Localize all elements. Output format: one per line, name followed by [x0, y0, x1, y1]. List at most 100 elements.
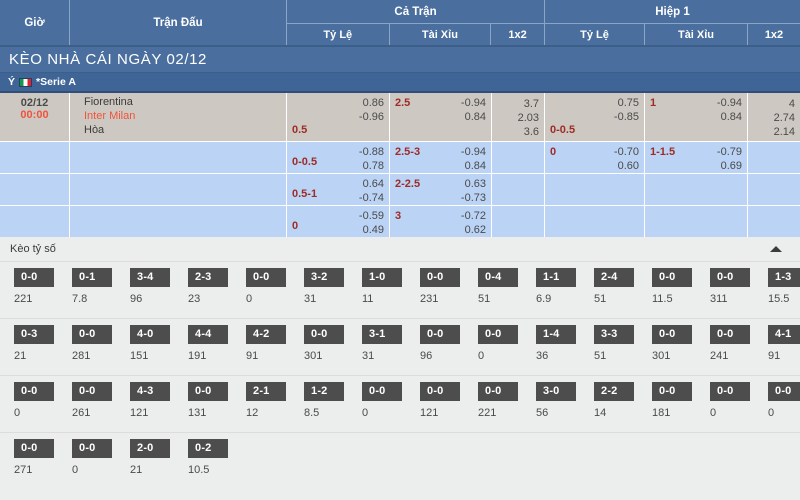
- h1-overunder-price-over[interactable]: -0.79: [716, 146, 742, 158]
- score-chip[interactable]: 2-1: [246, 382, 286, 401]
- h1-overunder-line[interactable]: 1: [650, 97, 657, 109]
- ft-1x2-draw[interactable]: 2.03: [517, 112, 539, 124]
- score-chip[interactable]: 2-3: [188, 268, 228, 287]
- ft-overunder-cell[interactable]: 2.5 -0.94 0.84: [390, 93, 492, 141]
- correct-score-cell[interactable]: 0-0 221: [0, 261, 58, 318]
- correct-score-cell[interactable]: 0-0 0: [232, 261, 290, 318]
- correct-score-cell[interactable]: 0-4 51: [464, 261, 522, 318]
- ft-overunder-price-under[interactable]: 0.62: [464, 224, 486, 236]
- league-header[interactable]: Ý *Serie A: [0, 73, 800, 93]
- h1-overunder-cell[interactable]: [645, 173, 748, 205]
- ft-handicap-line[interactable]: 0: [292, 220, 299, 232]
- score-chip[interactable]: 0-0: [14, 439, 54, 458]
- ft-handicap-price-home[interactable]: -0.88: [358, 146, 384, 158]
- correct-score-cell[interactable]: 0-0 131: [174, 375, 232, 432]
- score-chip[interactable]: 0-3: [14, 325, 54, 344]
- score-chip[interactable]: 3-4: [130, 268, 170, 287]
- correct-score-cell[interactable]: 4-3 121: [116, 375, 174, 432]
- correct-score-cell[interactable]: 2-0 21: [116, 432, 174, 489]
- ft-overunder-price-over[interactable]: 0.63: [464, 178, 486, 190]
- score-chip[interactable]: 0-0: [72, 382, 112, 401]
- score-chip[interactable]: 1-0: [362, 268, 402, 287]
- ft-handicap-cell[interactable]: 0-0.5 -0.88 0.78: [287, 141, 390, 173]
- ft-handicap-cell[interactable]: 0.5 0.86 -0.96: [287, 93, 390, 141]
- score-chip[interactable]: 2-4: [594, 268, 634, 287]
- score-chip[interactable]: 3-0: [536, 382, 576, 401]
- score-chip[interactable]: 3-1: [362, 325, 402, 344]
- correct-score-cell[interactable]: 1-4 36: [522, 318, 580, 375]
- correct-score-cell[interactable]: 1-2 8.5: [290, 375, 348, 432]
- correct-score-cell[interactable]: 0-0 271: [0, 432, 58, 489]
- correct-score-cell[interactable]: 0-0 221: [464, 375, 522, 432]
- correct-score-cell[interactable]: 0-2 10.5: [174, 432, 232, 489]
- score-chip[interactable]: 0-0: [652, 382, 692, 401]
- score-chip[interactable]: 0-0: [710, 325, 750, 344]
- h1-overunder-cell[interactable]: 1-1.5 -0.79 0.69: [645, 141, 748, 173]
- correct-score-cell[interactable]: 0-0 311: [696, 261, 754, 318]
- correct-score-cell[interactable]: 4-4 191: [174, 318, 232, 375]
- h1-handicap-price-home[interactable]: 0.75: [617, 97, 639, 109]
- ft-handicap-cell[interactable]: 0.5-1 0.64 -0.74: [287, 173, 390, 205]
- h1-handicap-price-home[interactable]: -0.70: [613, 146, 639, 158]
- ft-1x2-cell[interactable]: [492, 173, 545, 205]
- ft-overunder-price-over[interactable]: -0.94: [460, 97, 486, 109]
- ft-1x2-cell[interactable]: [492, 205, 545, 237]
- correct-score-cell[interactable]: 1-1 6.9: [522, 261, 580, 318]
- correct-score-cell[interactable]: 0-0 121: [406, 375, 464, 432]
- score-chip[interactable]: 4-4: [188, 325, 228, 344]
- correct-score-cell[interactable]: 3-3 51: [580, 318, 638, 375]
- ft-overunder-price-under[interactable]: -0.73: [460, 192, 486, 204]
- ft-1x2-cell[interactable]: [492, 141, 545, 173]
- table-row[interactable]: 0.5-1 0.64 -0.74 2-2.5 0.63 -0.73: [0, 173, 800, 205]
- score-chip[interactable]: 0-0: [652, 268, 692, 287]
- score-chip[interactable]: 0-0: [14, 382, 54, 401]
- score-chip[interactable]: 0-0: [188, 382, 228, 401]
- score-chip[interactable]: 0-4: [478, 268, 518, 287]
- ft-overunder-cell[interactable]: 2.5-3 -0.94 0.84: [390, 141, 492, 173]
- correct-score-cell[interactable]: 0-0 0: [464, 318, 522, 375]
- h1-1x2-cell[interactable]: [748, 205, 800, 237]
- h1-handicap-price-away[interactable]: -0.85: [613, 111, 639, 123]
- correct-score-cell[interactable]: 0-0 0: [348, 375, 406, 432]
- h1-1x2-cell[interactable]: 4 2.74 2.14: [748, 93, 800, 141]
- correct-score-cell[interactable]: 0-0 281: [58, 318, 116, 375]
- correct-score-cell[interactable]: 0-0 301: [290, 318, 348, 375]
- correct-score-cell[interactable]: 0-0 0: [58, 432, 116, 489]
- correct-score-cell[interactable]: 3-1 31: [348, 318, 406, 375]
- correct-score-cell[interactable]: 0-0 301: [638, 318, 696, 375]
- score-chip[interactable]: 4-0: [130, 325, 170, 344]
- h1-handicap-cell[interactable]: 0-0.5 0.75 -0.85: [545, 93, 645, 141]
- correct-score-cell[interactable]: 0-0 241: [696, 318, 754, 375]
- score-chip[interactable]: 0-0: [420, 268, 460, 287]
- ft-overunder-line[interactable]: 2-2.5: [395, 178, 421, 190]
- h1-overunder-line[interactable]: 1-1.5: [650, 146, 676, 158]
- score-chip[interactable]: 4-3: [130, 382, 170, 401]
- score-chip[interactable]: 0-0: [14, 268, 54, 287]
- correct-score-cell[interactable]: 3-4 96: [116, 261, 174, 318]
- correct-score-cell[interactable]: 2-2 14: [580, 375, 638, 432]
- score-chip[interactable]: 0-0: [478, 325, 518, 344]
- score-chip[interactable]: 2-2: [594, 382, 634, 401]
- score-chip[interactable]: 0-1: [72, 268, 112, 287]
- correct-score-header[interactable]: Kèo tỷ số: [0, 237, 800, 261]
- table-row[interactable]: 02/12 00:00 Fiorentina Inter Milan Hòa 0…: [0, 93, 800, 141]
- h1-1x2-away[interactable]: 2.14: [773, 126, 795, 138]
- ft-handicap-cell[interactable]: 0 -0.59 0.49: [287, 205, 390, 237]
- correct-score-cell[interactable]: 4-1 91: [754, 318, 800, 375]
- table-row[interactable]: 0-0.5 -0.88 0.78 2.5-3 -0.94 0.84: [0, 141, 800, 173]
- correct-score-cell[interactable]: 0-0 11.5: [638, 261, 696, 318]
- caret-up-icon[interactable]: [770, 246, 782, 252]
- ft-handicap-price-home[interactable]: -0.59: [358, 210, 384, 222]
- score-chip[interactable]: 1-3: [768, 268, 800, 287]
- correct-score-cell[interactable]: 0-0 261: [58, 375, 116, 432]
- score-chip[interactable]: 1-2: [304, 382, 344, 401]
- score-chip[interactable]: 0-0: [710, 268, 750, 287]
- correct-score-cell[interactable]: 4-2 91: [232, 318, 290, 375]
- ft-1x2-home[interactable]: 3.7: [523, 98, 539, 110]
- ft-1x2-away[interactable]: 3.6: [523, 126, 539, 138]
- correct-score-cell[interactable]: 0-0 96: [406, 318, 464, 375]
- correct-score-cell[interactable]: 3-2 31: [290, 261, 348, 318]
- table-row[interactable]: 0 -0.59 0.49 3 -0.72 0.62: [0, 205, 800, 237]
- h1-handicap-cell[interactable]: [545, 205, 645, 237]
- ft-handicap-price-away[interactable]: -0.96: [358, 111, 384, 123]
